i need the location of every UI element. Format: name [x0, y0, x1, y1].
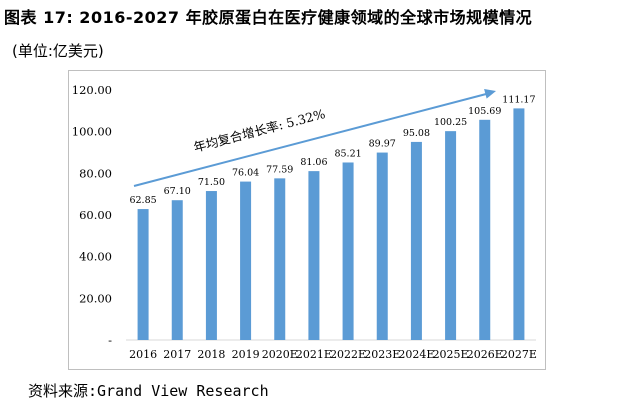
- y-tick-label: 100.00: [72, 125, 112, 139]
- bar: [513, 108, 525, 340]
- bar: [171, 200, 183, 340]
- y-tick-label: 60.00: [79, 208, 112, 222]
- x-tick-label: 2017: [163, 348, 191, 361]
- x-tick-label: 2025E: [433, 348, 469, 361]
- figure-title: 图表 17: 2016-2027 年胶原蛋白在医疗健康领域的全球市场规模情况: [4, 8, 533, 27]
- cagr-annotation: 年均复合增长率: 5.32%: [192, 106, 327, 155]
- x-tick-label: 2019: [232, 348, 260, 361]
- x-tick-label: 2027E: [501, 348, 537, 361]
- bar: [445, 131, 457, 340]
- source-note: 资料来源:Grand View Research: [28, 382, 269, 400]
- bar: [274, 178, 286, 340]
- y-tick-label: 20.00: [79, 291, 112, 305]
- data-label: 89.97: [369, 139, 396, 150]
- growth-arrow-head: [484, 88, 496, 99]
- y-tick-label: 40.00: [79, 250, 112, 264]
- bar: [342, 162, 354, 340]
- y-tick-label: 80.00: [79, 166, 112, 180]
- data-label: 62.85: [129, 195, 156, 206]
- bar: [479, 119, 491, 340]
- bar: [308, 171, 320, 340]
- data-label: 76.04: [232, 168, 259, 179]
- unit-label: (单位:亿美元): [12, 42, 104, 60]
- bar: [240, 181, 252, 340]
- x-tick-label: 2016: [129, 348, 157, 361]
- x-tick-label: 2021E: [296, 348, 332, 361]
- data-label: 71.50: [198, 177, 225, 188]
- data-label: 105.69: [468, 106, 501, 117]
- data-label: 81.06: [300, 157, 327, 168]
- data-label: 95.08: [403, 128, 430, 139]
- y-tick-label: 120.00: [72, 83, 112, 97]
- x-tick-label: 2026E: [467, 348, 503, 361]
- bar: [376, 152, 388, 340]
- bar: [205, 191, 217, 340]
- x-tick-label: 2022E: [330, 348, 366, 361]
- x-tick-label: 2024E: [398, 348, 434, 361]
- data-label: 100.25: [434, 117, 467, 128]
- data-label: 67.10: [164, 186, 191, 197]
- bar: [137, 209, 149, 340]
- chart-frame: [68, 70, 546, 370]
- x-tick-label: 2023E: [364, 348, 400, 361]
- data-label: 77.59: [266, 164, 293, 175]
- bar: [410, 141, 422, 340]
- y-tick-label: -: [108, 333, 112, 347]
- x-tick-label: 2020E: [262, 348, 298, 361]
- data-label: 111.17: [502, 94, 535, 105]
- x-tick-label: 2018: [197, 348, 225, 361]
- growth-arrow: [133, 92, 491, 187]
- data-label: 85.21: [334, 148, 361, 159]
